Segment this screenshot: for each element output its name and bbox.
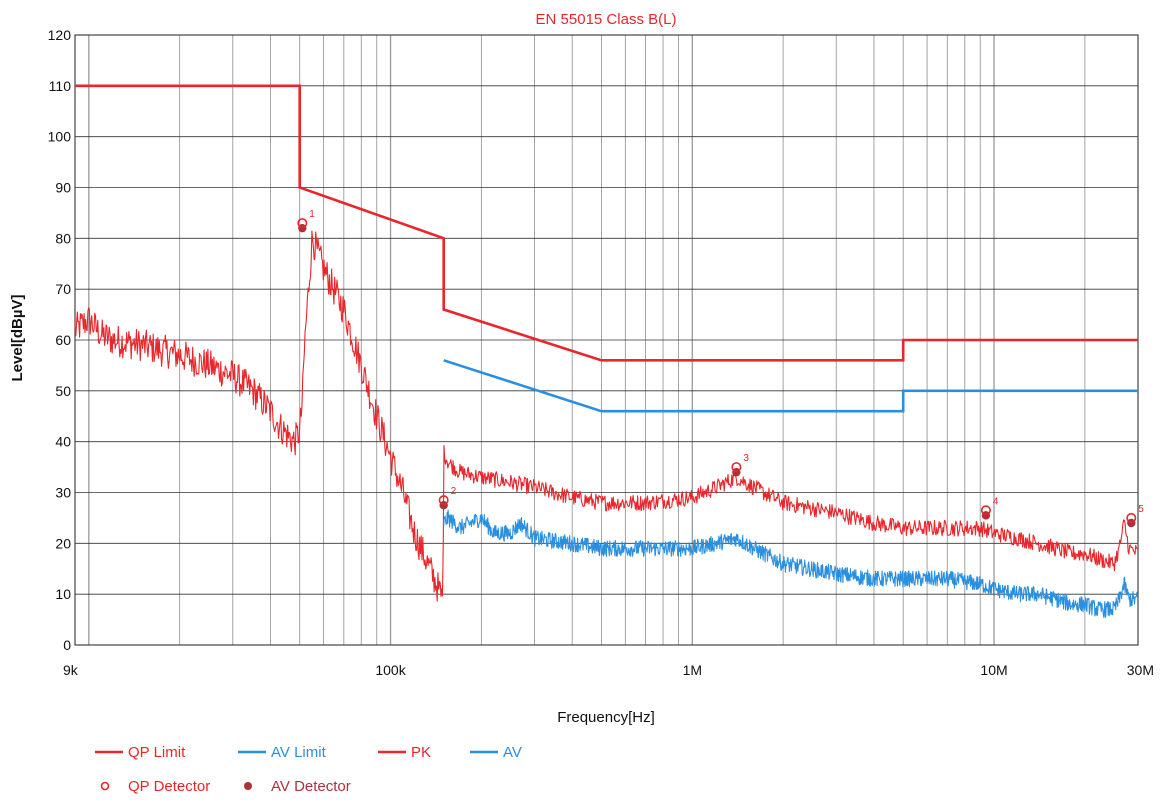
- legend-label-av-limit: AV Limit: [271, 744, 327, 761]
- marker-label: 2: [451, 486, 457, 497]
- markers-group: 1 2 3 4 5: [297, 209, 1144, 528]
- x-tick-label: 100k: [375, 662, 406, 678]
- qp-detector-marker: [1126, 512, 1137, 523]
- y-tick-label: 110: [49, 78, 72, 94]
- marker-label: 4: [993, 496, 999, 507]
- legend-swatch-qp-detector: [100, 781, 110, 791]
- series-qp-limit: [75, 84, 1138, 362]
- series-pk: [74, 230, 1139, 602]
- legend-label-av-detector: AV Detector: [271, 778, 351, 795]
- y-tick-label: 20: [55, 535, 71, 551]
- x-tick-label: 9k: [63, 662, 79, 678]
- y-tick-label: 90: [55, 180, 71, 196]
- x-tick-label: 30M: [1127, 662, 1154, 678]
- y-tick-label: 30: [55, 485, 71, 501]
- legend-label-av: AV: [503, 744, 522, 761]
- tick-labels: 0 10 20 30 40 50 60 70 80 90 100 110 120 9k 100k 1M 10M 3…: [48, 27, 1154, 678]
- legend-item-qp-detector: QP Detector: [100, 778, 210, 795]
- y-tick-label: 70: [55, 281, 71, 297]
- y-tick-label: 10: [55, 586, 71, 602]
- series-av-limit: [443, 359, 1138, 413]
- series-av: [443, 509, 1139, 618]
- legend-item-qp-limit: QP Limit: [95, 744, 186, 761]
- legend-item-pk: PK: [378, 744, 431, 761]
- qp-detector-marker: [297, 218, 308, 229]
- legend-swatch-av-detector: [244, 782, 252, 790]
- legend-label-pk: PK: [411, 744, 431, 761]
- marker-label: 5: [1138, 504, 1144, 515]
- y-tick-label: 100: [48, 129, 72, 145]
- series-group: [74, 84, 1139, 618]
- x-tick-label: 1M: [683, 662, 702, 678]
- legend-label-qp-detector: QP Detector: [128, 778, 210, 795]
- y-tick-label: 80: [55, 230, 71, 246]
- qp-detector-marker: [438, 495, 449, 506]
- marker-label: 3: [743, 453, 749, 464]
- legend-label-qp-limit: QP Limit: [128, 744, 186, 761]
- y-tick-label: 50: [55, 383, 71, 399]
- qp-detector-marker: [731, 462, 742, 473]
- y-tick-label: 0: [63, 637, 71, 653]
- marker-label: 1: [309, 209, 315, 220]
- legend-item-av-detector: AV Detector: [244, 778, 351, 795]
- chart-title: EN 55015 Class B(L): [536, 11, 677, 28]
- x-tick-label: 10M: [980, 662, 1007, 678]
- legend: QP Limit AV Limit PK AV QP Detector AV Detect…: [95, 744, 522, 795]
- y-tick-label: 60: [55, 332, 71, 348]
- y-axis-title: Level[dBµV]: [9, 295, 26, 382]
- legend-item-av: AV: [470, 744, 522, 761]
- legend-item-av-limit: AV Limit: [238, 744, 327, 761]
- y-tick-label: 120: [48, 27, 72, 43]
- qp-detector-marker: [980, 505, 991, 516]
- y-tick-label: 40: [55, 434, 71, 450]
- x-axis-title: Frequency[Hz]: [557, 709, 655, 726]
